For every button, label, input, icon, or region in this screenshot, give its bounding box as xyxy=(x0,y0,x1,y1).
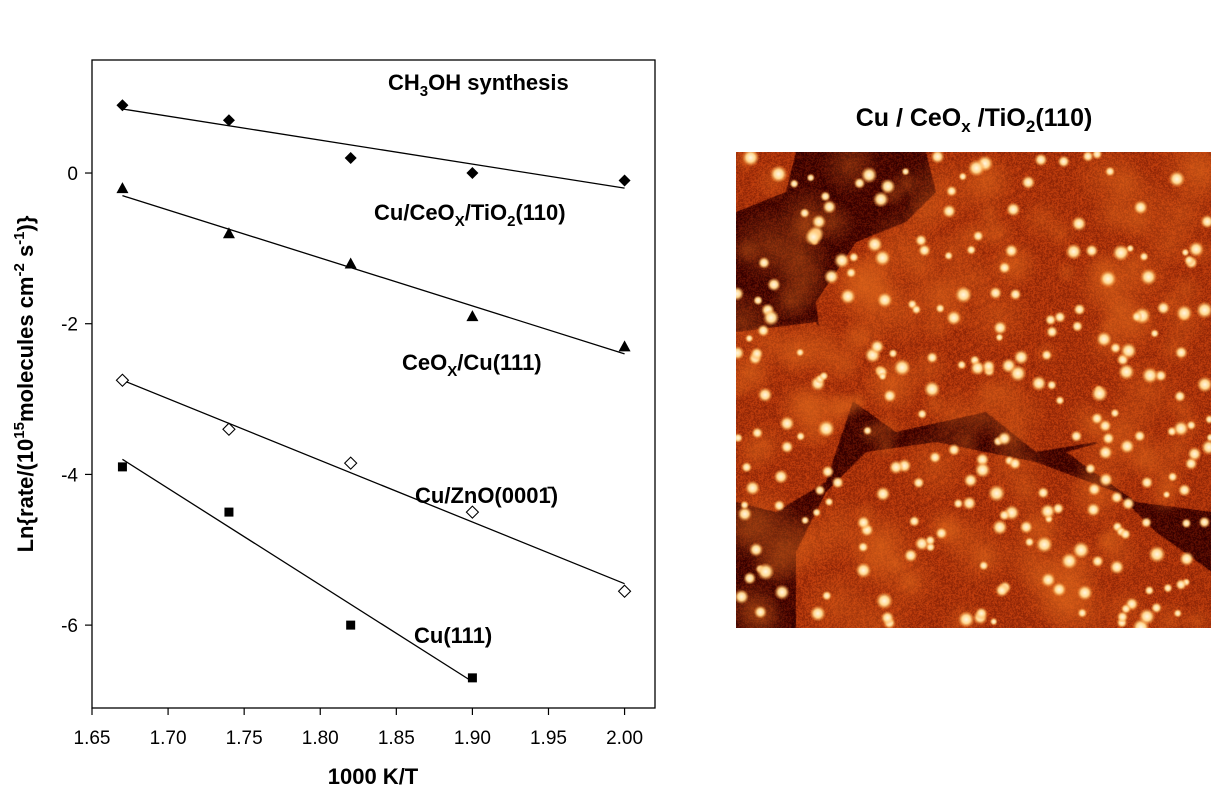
data-point-series-0 xyxy=(222,114,235,127)
data-point-series-0 xyxy=(344,151,357,164)
series-label-ceox-cu111: CeOX/Cu(111) xyxy=(402,350,542,380)
chart-plot: 1.65 1.70 1.75 1.80 1.85 1.90 1.95 2.00 -6 -4 -2 0… xyxy=(11,59,656,789)
y-tick-label: -6 xyxy=(61,616,78,637)
y-tick-label: 0 xyxy=(67,164,78,185)
x-tick-label: 1.70 xyxy=(150,728,187,749)
fit-line-3 xyxy=(122,458,473,683)
data-point-series-3 xyxy=(117,462,127,472)
x-tick-label: 1.95 xyxy=(530,728,567,749)
data-point-series-3 xyxy=(346,620,356,630)
stm-image xyxy=(736,152,1211,628)
x-axis: 1.65 1.70 1.75 1.80 1.85 1.90 1.95 2.00 xyxy=(74,708,643,749)
fit-line-2 xyxy=(122,379,625,585)
y-axis: -6 -4 -2 0 xyxy=(61,164,92,637)
series-label-cu-zno: Cu/ZnO(0001̄) xyxy=(415,483,558,508)
data-point-series-2 xyxy=(222,422,236,436)
data-point-series-0 xyxy=(116,99,129,112)
data-point-series-1 xyxy=(618,340,631,352)
y-tick-label: -4 xyxy=(61,465,78,486)
fit-line-0 xyxy=(122,108,625,189)
plot-frame xyxy=(91,59,656,709)
x-tick-label: 1.65 xyxy=(74,728,111,749)
data-point-series-3 xyxy=(224,507,234,517)
data-point-series-2 xyxy=(343,456,358,470)
x-tick-label: 1.90 xyxy=(454,728,491,749)
x-tick-label: 1.80 xyxy=(302,728,339,749)
x-tick-label: 1.85 xyxy=(378,728,415,749)
data-point-series-1 xyxy=(344,257,357,269)
data-point-series-2 xyxy=(465,505,480,519)
data-point-series-2 xyxy=(617,584,632,598)
data-point-series-1 xyxy=(116,182,129,194)
data-point-series-2 xyxy=(115,373,130,388)
x-axis-title: 1000 K/T xyxy=(328,764,419,789)
x-tick-label: 2.00 xyxy=(606,728,643,749)
data-point-series-0 xyxy=(618,174,631,187)
x-tick-label: 1.75 xyxy=(226,728,263,749)
fit-line-1 xyxy=(122,195,625,355)
data-points xyxy=(115,99,632,683)
data-point-series-1 xyxy=(466,310,479,322)
data-point-series-0 xyxy=(466,167,479,180)
data-point-series-1 xyxy=(222,227,235,239)
y-tick-label: -2 xyxy=(61,315,78,336)
series-label-cu111: Cu(111) xyxy=(414,623,492,648)
data-point-series-3 xyxy=(467,673,477,683)
image-panel-title: Cu / CeOx /TiO2(110) xyxy=(855,104,1093,136)
chart-title: CH3OH synthesis xyxy=(388,70,569,100)
fit-lines xyxy=(122,108,625,683)
series-label-cu-ceox-tio2: Cu/CeOX/TiO2(110) xyxy=(374,200,566,230)
y-axis-title: Ln{rate/(1015molecules cm-2 s-1)} xyxy=(11,215,38,552)
